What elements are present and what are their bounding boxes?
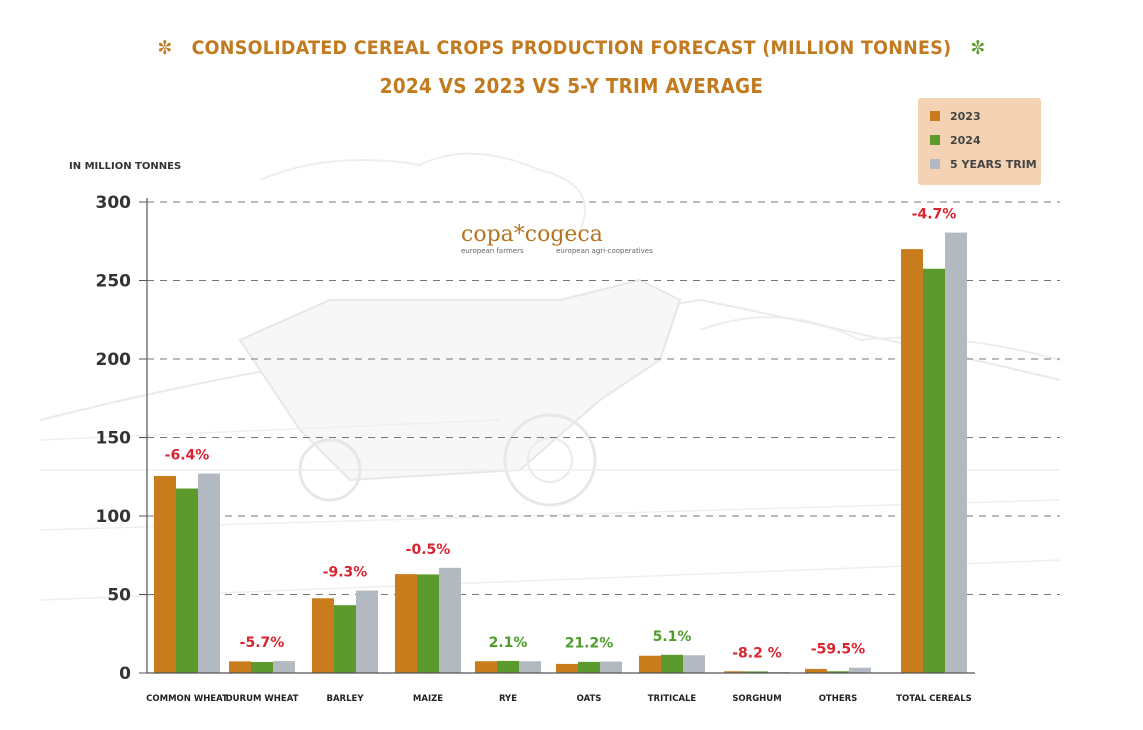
x-tick-label: COMMON WHEAT — [146, 694, 228, 704]
change-label: -5.7% — [240, 635, 285, 651]
change-label: 2.1% — [489, 635, 528, 651]
bar-maize-2024 — [417, 574, 439, 673]
change-label: -4.7% — [912, 207, 957, 223]
legend: 2023 2024 5 YEARS TRIM — [918, 98, 1041, 185]
x-tick-label: RYE — [499, 694, 517, 704]
change-label: 21.2% — [565, 636, 614, 652]
logo-subtitle-cooperatives: european agri-cooperatives — [556, 247, 653, 255]
y-tick-label: 300 — [96, 193, 132, 213]
chart-subtitle: 2024 VS 2023 VS 5-Y TRIM AVERAGE — [379, 74, 764, 98]
x-tick-label: BARLEY — [327, 694, 365, 704]
y-tick-label: 50 — [107, 586, 131, 606]
bar-oats-2023 — [556, 663, 578, 673]
flower-icon: ✼ — [157, 37, 173, 59]
bar-others-2023 — [805, 668, 827, 673]
x-tick-label: SORGHUM — [732, 694, 781, 704]
bar-total-cereals-2023 — [901, 249, 923, 673]
change-label: -9.3% — [323, 565, 368, 581]
logo-subtitle-farmers: european farmers — [461, 247, 524, 255]
x-tick-label: OTHERS — [819, 694, 858, 704]
bar-barley-2024 — [334, 605, 356, 673]
y-tick-label: 100 — [96, 507, 132, 527]
change-label: -59.5% — [811, 642, 865, 658]
y-tick-label: 250 — [96, 272, 132, 292]
bar-total-cereals-2024 — [923, 268, 945, 673]
bar-durum-wheat-2024 — [251, 662, 273, 673]
legend-label: 2023 — [950, 110, 981, 123]
star-icon: * — [513, 222, 525, 247]
chart-title-text: CONSOLIDATED CEREAL CROPS PRODUCTION FOR… — [191, 37, 952, 59]
legend-item-2023: 2023 — [930, 110, 981, 124]
copa-cogeca-logo: copa*cogeca european farmers european ag… — [461, 222, 653, 255]
legend-swatch — [930, 111, 940, 121]
logo-word-cogeca: cogeca — [524, 222, 603, 247]
x-tick-label: MAIZE — [413, 694, 443, 704]
bar-oats-5-years-trim — [600, 661, 622, 673]
bar-common-wheat-5-years-trim — [198, 473, 220, 673]
bar-others-2024 — [827, 671, 849, 673]
flower-icon: ✼ — [970, 37, 986, 59]
bar-rye-2023 — [475, 661, 497, 673]
bars — [154, 232, 967, 674]
legend-item-2024: 2024 — [930, 134, 981, 148]
y-axis-label: IN MILLION TONNES — [69, 161, 182, 172]
change-label: -6.4% — [165, 448, 210, 464]
bar-common-wheat-2023 — [154, 475, 176, 673]
legend-item-5-years-trim: 5 YEARS TRIM — [930, 158, 1037, 172]
legend-swatch — [930, 159, 940, 169]
bar-triticale-2024 — [661, 654, 683, 673]
chart-title-line1: ✼ CONSOLIDATED CEREAL CROPS PRODUCTION F… — [46, 37, 1098, 59]
x-tick-label: TOTAL CEREALS — [896, 694, 972, 704]
legend-label: 2024 — [950, 134, 981, 147]
y-tick-label: 0 — [119, 664, 131, 684]
legend-swatch — [930, 135, 940, 145]
bar-maize-2023 — [395, 574, 417, 673]
bar-total-cereals-5-years-trim — [945, 232, 967, 674]
bar-durum-wheat-2023 — [229, 661, 251, 673]
bar-triticale-2023 — [639, 655, 661, 673]
bar-rye-2024 — [497, 660, 519, 673]
x-tick-label: DURUM WHEAT — [226, 694, 299, 704]
bar-barley-2023 — [312, 598, 334, 673]
bar-durum-wheat-5-years-trim — [273, 661, 295, 673]
x-tick-label: OATS — [577, 694, 602, 704]
axes — [139, 198, 975, 674]
y-tick-label: 200 — [96, 350, 132, 370]
bar-common-wheat-2024 — [176, 488, 198, 673]
bar-oats-2024 — [578, 661, 600, 673]
x-tick-label: TRITICALE — [648, 694, 697, 704]
y-tick-label: 150 — [96, 429, 132, 449]
labels: 0 50 100 150 200 250 300 COMMON WHEAT -6.4% DURUM… — [96, 193, 972, 704]
change-label: -8.2 % — [732, 645, 782, 661]
bar-barley-5-years-trim — [356, 590, 378, 673]
change-label: -0.5% — [406, 542, 451, 558]
bar-rye-5-years-trim — [519, 661, 541, 673]
bar-maize-5-years-trim — [439, 567, 461, 673]
bar-sorghum-2024 — [746, 671, 768, 673]
logo-word-copa: copa — [461, 222, 514, 247]
legend-label: 5 YEARS TRIM — [950, 158, 1037, 171]
change-label: 5.1% — [653, 629, 692, 645]
bar-others-5-years-trim — [849, 667, 871, 673]
bar-triticale-5-years-trim — [683, 655, 705, 673]
bar-sorghum-2023 — [724, 671, 746, 673]
